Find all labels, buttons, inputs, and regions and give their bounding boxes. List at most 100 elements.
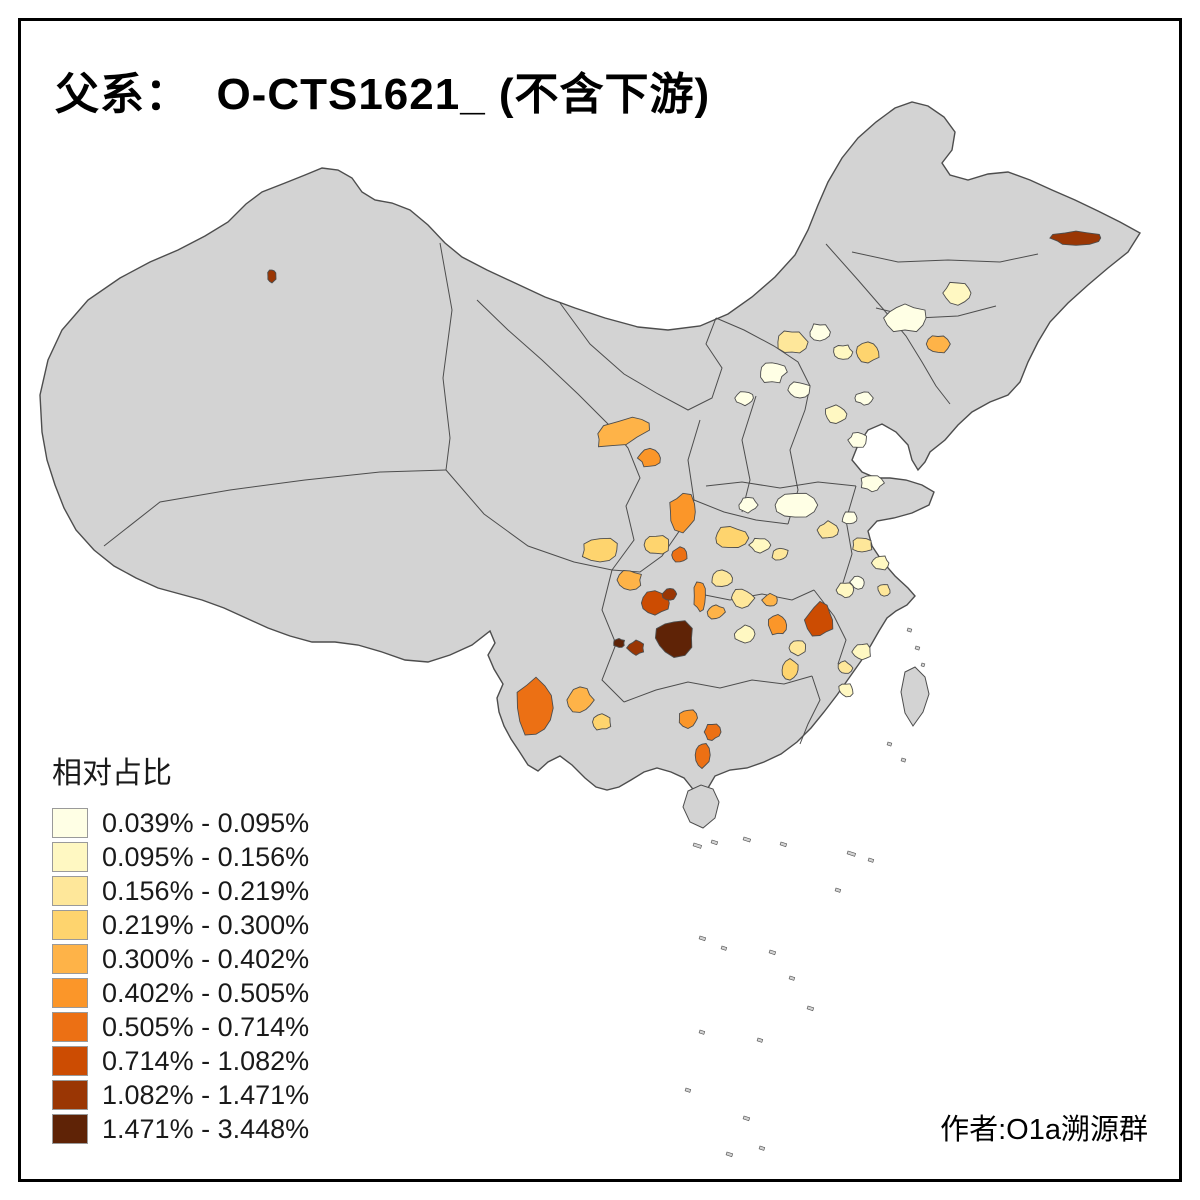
legend: 相对占比 0.039% - 0.095% 0.095% - 0.156% 0.156… [52, 748, 309, 1146]
province-border [813, 589, 847, 665]
prefecture-region [761, 592, 778, 607]
prefecture-region [566, 686, 595, 713]
small-island [779, 841, 788, 848]
prefecture-region [581, 537, 618, 563]
prefecture-region [803, 600, 834, 637]
prefecture-region [781, 658, 799, 681]
legend-label: 1.082% - 1.471% [102, 1079, 310, 1110]
small-island [725, 1151, 734, 1158]
prefecture-region [870, 555, 890, 571]
small-island [920, 662, 926, 668]
prefecture-region [777, 330, 809, 354]
legend-swatch [52, 808, 88, 838]
small-island [720, 945, 728, 951]
prefecture-region [883, 303, 927, 333]
prefecture-region [747, 537, 772, 554]
prefecture-region [654, 620, 693, 658]
small-island [684, 1087, 692, 1093]
small-island [758, 1145, 766, 1151]
legend-label: 0.219% - 0.300% [102, 909, 310, 940]
legend-swatch [52, 1080, 88, 1110]
legend-row: 0.505% - 0.714% [52, 1010, 309, 1044]
prefecture-region [877, 584, 891, 597]
prefecture-region [837, 660, 854, 674]
small-island [756, 1037, 764, 1043]
small-island [806, 1005, 815, 1012]
legend-swatch [52, 842, 88, 872]
legend-title: 相对占比 [52, 757, 172, 790]
prefecture-region [730, 588, 756, 609]
province-border [623, 675, 813, 703]
small-island [768, 949, 777, 956]
province-border [825, 243, 951, 405]
prefecture-region [760, 362, 788, 384]
prefecture-region [636, 447, 661, 468]
legend-label: 0.505% - 0.714% [102, 1011, 310, 1042]
prefecture-region [855, 341, 880, 364]
prefecture-region [816, 520, 840, 539]
legend-row: 0.095% - 0.156% [52, 840, 309, 874]
province-border [476, 299, 611, 427]
prefecture-region [711, 569, 733, 587]
province-border [741, 395, 757, 513]
prefecture-region [613, 638, 626, 648]
attribution: 作者:O1a溯源群 [940, 1114, 1148, 1146]
prefecture-region [706, 604, 726, 620]
small-island [710, 839, 719, 846]
small-island [900, 757, 907, 763]
small-island [886, 741, 893, 747]
legend-row: 0.714% - 1.082% [52, 1044, 309, 1078]
prefecture-region [825, 404, 848, 424]
province-border [841, 485, 857, 587]
legend-label: 0.402% - 0.505% [102, 977, 310, 1008]
prefecture-region [671, 546, 688, 563]
prefecture-region [734, 391, 754, 407]
legend-swatch [52, 876, 88, 906]
province-border [445, 469, 613, 571]
prefecture-region [733, 624, 756, 644]
prefecture-region [787, 381, 811, 399]
prefecture-region [851, 643, 871, 661]
province-border [799, 675, 821, 745]
small-island [692, 842, 702, 849]
legend-swatch [52, 1012, 88, 1042]
legend-swatch [52, 978, 88, 1008]
island [900, 666, 930, 727]
legend-label: 0.156% - 0.219% [102, 875, 310, 906]
prefecture-region [616, 570, 642, 591]
province-border [693, 499, 789, 525]
map-title: 父系： O-CTS1621_ (不含下游) [55, 70, 711, 119]
prefecture-region [809, 323, 831, 342]
legend-swatch [52, 944, 88, 974]
small-island [698, 1029, 706, 1035]
province-border [851, 251, 1039, 263]
prefecture-region [516, 676, 554, 736]
province-border [699, 589, 815, 601]
small-island [914, 645, 921, 651]
prefecture-region [1049, 230, 1102, 246]
prefecture-region [661, 588, 678, 601]
province-border [439, 242, 453, 471]
prefecture-region [703, 723, 722, 741]
small-island [906, 627, 913, 633]
prefecture-region [838, 683, 854, 698]
prefecture-region [788, 640, 806, 657]
prefecture-region [625, 639, 645, 656]
prefecture-region [267, 269, 277, 284]
prefecture-region [767, 614, 788, 636]
legend-row: 0.156% - 0.219% [52, 874, 309, 908]
island [682, 784, 720, 829]
prefecture-region [715, 526, 750, 549]
legend-swatch [52, 910, 88, 940]
legend-swatch [52, 1114, 88, 1144]
prefecture-region [774, 492, 819, 518]
prefecture-region [860, 475, 886, 493]
prefecture-region [852, 537, 873, 553]
small-island [834, 887, 842, 893]
legend-label: 0.039% - 0.095% [102, 807, 310, 838]
small-island [846, 850, 856, 857]
legend-row: 0.300% - 0.402% [52, 942, 309, 976]
china-mainland [39, 101, 1141, 801]
prefecture-region [841, 511, 858, 525]
legend-row: 0.039% - 0.095% [52, 806, 309, 840]
